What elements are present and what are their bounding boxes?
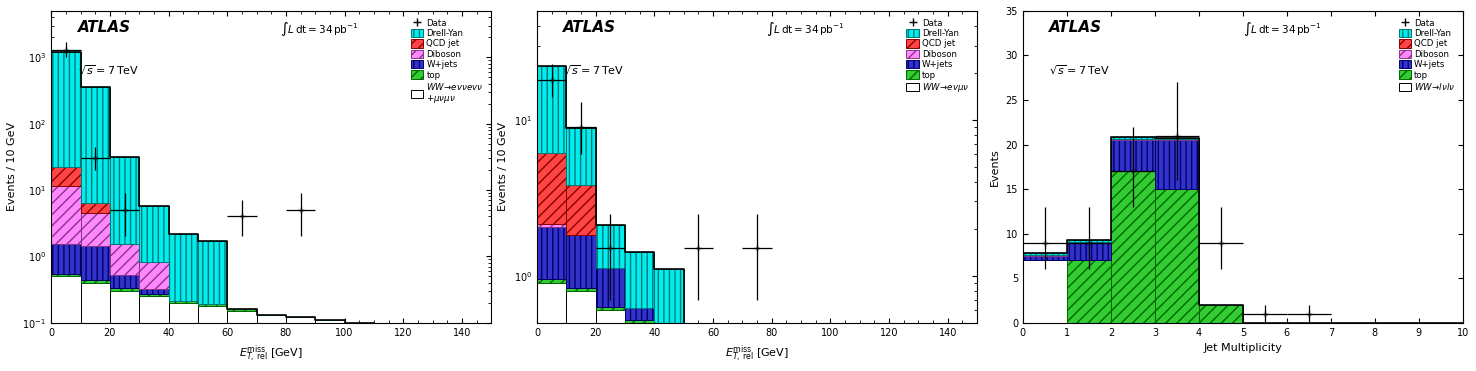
Text: $\int L\,\mathrm{dt} = 34\,\mathrm{pb}^{-1}$: $\int L\,\mathrm{dt} = 34\,\mathrm{pb}^{… — [766, 20, 844, 38]
Bar — [537, 283, 567, 371]
Bar — [537, 66, 567, 153]
Y-axis label: Events / 10 GeV: Events / 10 GeV — [499, 122, 508, 211]
Legend: Data, Drell-Yan, QCD jet, Diboson, W+jets, top, $WW\!\rightarrow\!ev\mu\nu$: Data, Drell-Yan, QCD jet, Diboson, W+jet… — [903, 15, 973, 97]
X-axis label: Jet Multiplicity: Jet Multiplicity — [1203, 343, 1283, 353]
Bar — [198, 241, 227, 304]
Legend: Data, Drell-Yan, QCD jet, Diboson, W+jets, top, $WW\!\rightarrow\!ev\nu ev\nu$
$: Data, Drell-Yan, QCD jet, Diboson, W+jet… — [407, 15, 487, 109]
Bar — [567, 128, 596, 185]
Text: ATLAS: ATLAS — [78, 20, 131, 35]
Bar — [596, 224, 624, 267]
Text: $\sqrt{s}=7\,\mathrm{TeV}$: $\sqrt{s}=7\,\mathrm{TeV}$ — [564, 64, 624, 77]
Bar — [567, 288, 596, 291]
Bar — [1111, 140, 1154, 171]
Bar — [567, 291, 596, 371]
Text: $\sqrt{s}=7\,\mathrm{TeV}$: $\sqrt{s}=7\,\mathrm{TeV}$ — [1049, 64, 1110, 77]
Bar — [168, 233, 198, 301]
Bar — [624, 252, 654, 308]
Bar — [198, 304, 227, 306]
Bar — [1111, 139, 1154, 140]
Bar — [1067, 242, 1111, 243]
Bar — [624, 323, 654, 371]
Bar — [81, 246, 109, 280]
Bar — [537, 227, 567, 279]
Text: $\sqrt{s}=7\,\mathrm{TeV}$: $\sqrt{s}=7\,\mathrm{TeV}$ — [78, 64, 139, 77]
Bar — [52, 52, 81, 167]
Text: ATLAS: ATLAS — [1049, 20, 1103, 35]
Bar — [52, 276, 81, 371]
Bar — [52, 167, 81, 186]
Bar — [683, 357, 713, 371]
Bar — [81, 87, 109, 203]
Bar — [1154, 139, 1199, 140]
Bar — [1154, 140, 1199, 189]
Bar — [596, 307, 624, 311]
Bar — [1023, 255, 1067, 256]
Bar — [286, 318, 316, 371]
Bar — [1023, 256, 1067, 260]
Bar — [1154, 138, 1199, 139]
Bar — [139, 294, 168, 296]
Bar — [654, 338, 683, 371]
Bar — [373, 326, 403, 371]
Bar — [1199, 305, 1243, 323]
Text: $\int L\,\mathrm{dt} = 34\,\mathrm{pb}^{-1}$: $\int L\,\mathrm{dt} = 34\,\mathrm{pb}^{… — [280, 20, 359, 38]
Bar — [537, 153, 567, 224]
Bar — [1111, 171, 1154, 323]
Bar — [109, 275, 139, 288]
Bar — [227, 309, 257, 311]
Bar — [596, 267, 624, 307]
Bar — [81, 280, 109, 283]
Bar — [1023, 260, 1067, 323]
Bar — [432, 333, 462, 371]
Bar — [81, 283, 109, 371]
Bar — [537, 279, 567, 283]
Bar — [344, 323, 373, 371]
Bar — [109, 157, 139, 244]
X-axis label: $E_{T,\,\mathrm{rel}}^{\mathrm{miss}}$ [GeV]: $E_{T,\,\mathrm{rel}}^{\mathrm{miss}}$ [… — [725, 343, 790, 364]
Bar — [168, 303, 198, 371]
Bar — [109, 288, 139, 291]
Bar — [1111, 137, 1154, 139]
Bar — [52, 274, 81, 276]
Y-axis label: Events: Events — [990, 148, 999, 186]
Bar — [52, 186, 81, 244]
Bar — [462, 338, 492, 371]
Bar — [1154, 189, 1199, 323]
Bar — [139, 206, 168, 262]
Text: $\int L\,\mathrm{dt} = 34\,\mathrm{pb}^{-1}$: $\int L\,\mathrm{dt} = 34\,\mathrm{pb}^{… — [1243, 20, 1321, 38]
Bar — [227, 311, 257, 371]
Bar — [81, 213, 109, 246]
Bar — [168, 301, 198, 303]
Bar — [139, 289, 168, 294]
Bar — [1067, 243, 1111, 260]
Bar — [109, 291, 139, 371]
Bar — [139, 296, 168, 371]
Bar — [567, 234, 596, 288]
Bar — [624, 320, 654, 323]
Bar — [1067, 260, 1111, 323]
Bar — [1067, 240, 1111, 242]
Bar — [109, 244, 139, 275]
Bar — [52, 244, 81, 274]
Text: ATLAS: ATLAS — [564, 20, 617, 35]
Bar — [1023, 253, 1067, 255]
Legend: Data, Drell-Yan, QCD jet, Diboson, W+jets, top, $WW\!\rightarrow\!l\nu l\nu$: Data, Drell-Yan, QCD jet, Diboson, W+jet… — [1395, 15, 1458, 95]
Bar — [537, 224, 567, 227]
Bar — [139, 262, 168, 289]
Bar — [316, 320, 344, 371]
Bar — [654, 269, 683, 338]
Bar — [567, 185, 596, 234]
Bar — [403, 329, 432, 371]
Bar — [624, 308, 654, 320]
Y-axis label: Events / 10 GeV: Events / 10 GeV — [7, 122, 16, 211]
X-axis label: $E_{T,\,\mathrm{rel}}^{\mathrm{miss}}$ [GeV]: $E_{T,\,\mathrm{rel}}^{\mathrm{miss}}$ [… — [239, 343, 303, 364]
Bar — [596, 311, 624, 371]
Bar — [81, 203, 109, 213]
Bar — [257, 315, 286, 371]
Bar — [198, 306, 227, 371]
